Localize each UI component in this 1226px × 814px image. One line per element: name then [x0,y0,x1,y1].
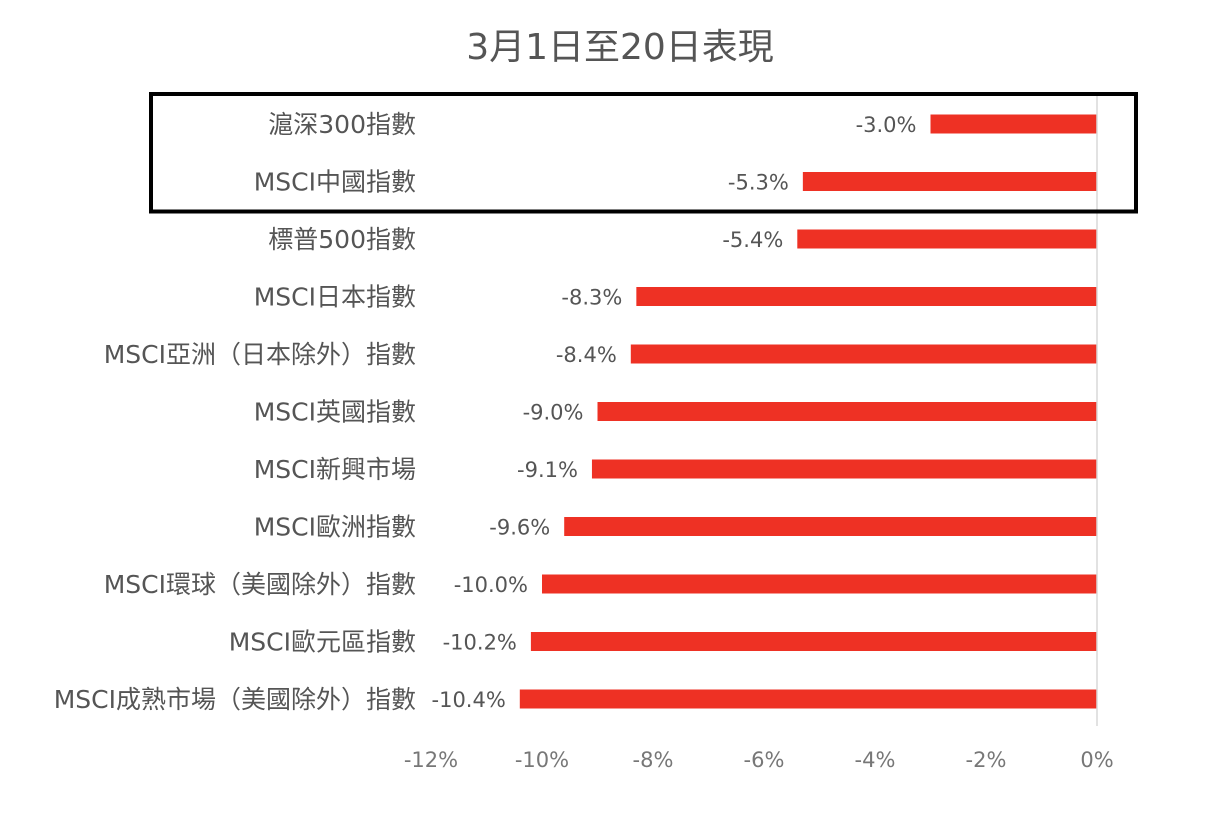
chart-title: 3月1日至20日表現 [466,27,774,68]
data-label: -10.4% [432,688,506,712]
bar [630,344,1097,364]
category-label: MSCI環球（美國除外）指數 [104,570,416,599]
category-label: 標普500指數 [268,225,416,254]
x-tick-label: 0% [1080,748,1113,772]
data-label: -8.4% [556,343,617,367]
category-label: MSCI歐洲指數 [254,513,416,542]
bar [930,114,1097,134]
data-label: -8.3% [561,286,622,310]
data-label: -9.0% [523,401,584,425]
category-label: 滬深300指數 [268,110,416,139]
bar [802,172,1097,191]
category-label: MSCI成熟市場（美國除外）指數 [54,685,416,714]
x-tick-label: -2% [966,748,1007,772]
bar [597,402,1097,421]
category-label: MSCI日本指數 [254,283,416,312]
category-label: MSCI歐元區指數 [229,628,416,657]
data-label: -5.3% [728,171,789,195]
data-label: -10.0% [454,573,528,597]
category-label: MSCI中國指數 [254,168,416,197]
category-label: MSCI新興市場 [254,455,416,484]
x-tick-label: -6% [744,748,785,772]
category-label: MSCI英國指數 [254,398,416,427]
data-label: -10.2% [443,631,517,655]
x-tick-label: -10% [515,748,569,772]
data-label: -9.1% [517,458,578,482]
bar [542,574,1097,594]
ticks-group: -12% -10% -8% -6% -4% -2% 0% [404,748,1114,772]
x-tick-label: -4% [855,748,896,772]
bar [519,689,1097,709]
bar [636,287,1097,306]
bar [530,632,1097,651]
data-label: -5.4% [722,228,783,252]
labels-group: -3.0% 滬深300指數 -5.3% MSCI中國指數 -5.4% 標普500指數 -8.… [54,110,917,714]
bar [564,517,1097,536]
x-tick-label: -12% [404,748,458,772]
highlight-box [149,92,1138,214]
category-label: MSCI亞洲（日本除外）指數 [104,340,416,369]
data-label: -9.6% [489,516,550,540]
bar [591,459,1097,479]
bars-group [519,114,1097,709]
bar [797,229,1097,249]
x-tick-label: -8% [633,748,674,772]
data-label: -3.0% [856,113,917,137]
